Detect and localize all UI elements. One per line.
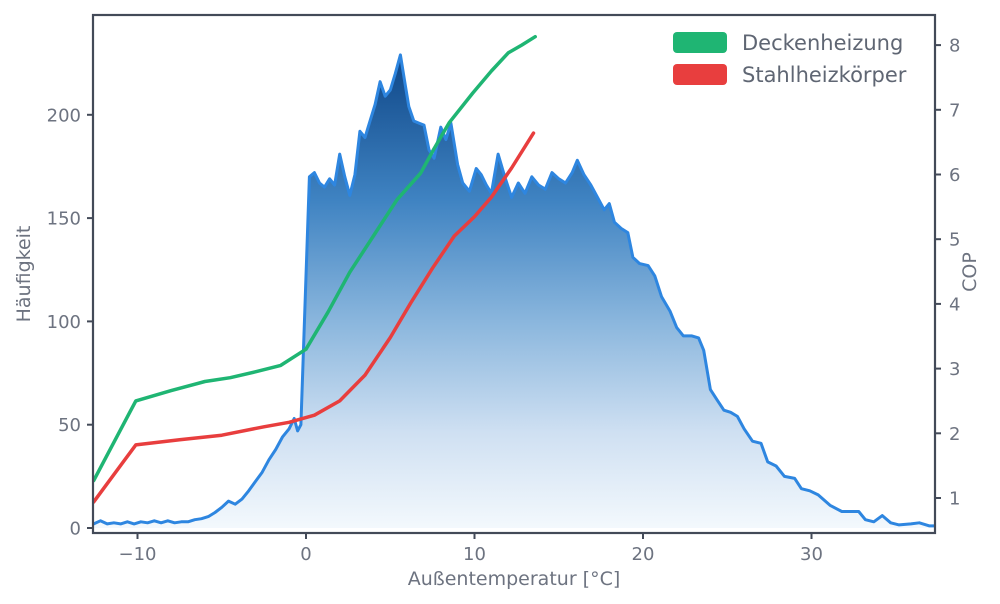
x-tick-label: 10 (463, 544, 486, 565)
histogram-area-fill (93, 54, 935, 529)
histogram-outline (93, 53, 935, 528)
legend-label-stahlheizkoerper: Stahlheizkörper (742, 63, 907, 87)
y-right-tick-label: 2 (949, 424, 960, 445)
legend-label-deckenheizung: Deckenheizung (742, 31, 903, 55)
x-axis-label: Außentemperatur [°C] (408, 568, 621, 590)
y-left-tick-label: 0 (70, 519, 81, 540)
y-left-axis-ticks: 0 50 100 150 200 (47, 105, 93, 540)
y-right-tick-label: 8 (949, 36, 960, 57)
y-right-axis-ticks: 1 2 3 4 5 6 7 8 (935, 36, 960, 510)
y-right-tick-label: 7 (949, 100, 960, 121)
deckenheizung-line (93, 34, 537, 483)
x-tick-label: 30 (800, 544, 823, 565)
y-right-tick-label: 5 (949, 230, 960, 251)
y-left-tick-label: 50 (58, 415, 81, 436)
y-left-tick-label: 100 (47, 312, 81, 333)
y-left-tick-label: 150 (47, 209, 81, 230)
y-right-tick-label: 1 (949, 489, 960, 510)
stahlheizkoerper-line (93, 131, 536, 504)
x-tick-label: 20 (632, 544, 655, 565)
legend: Deckenheizung Stahlheizkörper (673, 31, 907, 87)
plot-border (91, 13, 937, 535)
legend-swatch-deckenheizung (673, 32, 727, 53)
x-axis-ticks: −10 0 10 20 30 (119, 533, 823, 565)
x-tick-label: 0 (300, 544, 311, 565)
y-right-tick-label: 4 (949, 294, 960, 315)
y-right-axis-label: COP (959, 252, 981, 292)
y-left-tick-label: 200 (47, 105, 81, 126)
x-tick-label: −10 (119, 544, 157, 565)
legend-swatch-stahlheizkoerper (673, 64, 727, 85)
y-right-tick-label: 3 (949, 359, 960, 380)
y-right-tick-label: 6 (949, 165, 960, 186)
y-left-axis-label: Häufigkeit (13, 226, 35, 323)
